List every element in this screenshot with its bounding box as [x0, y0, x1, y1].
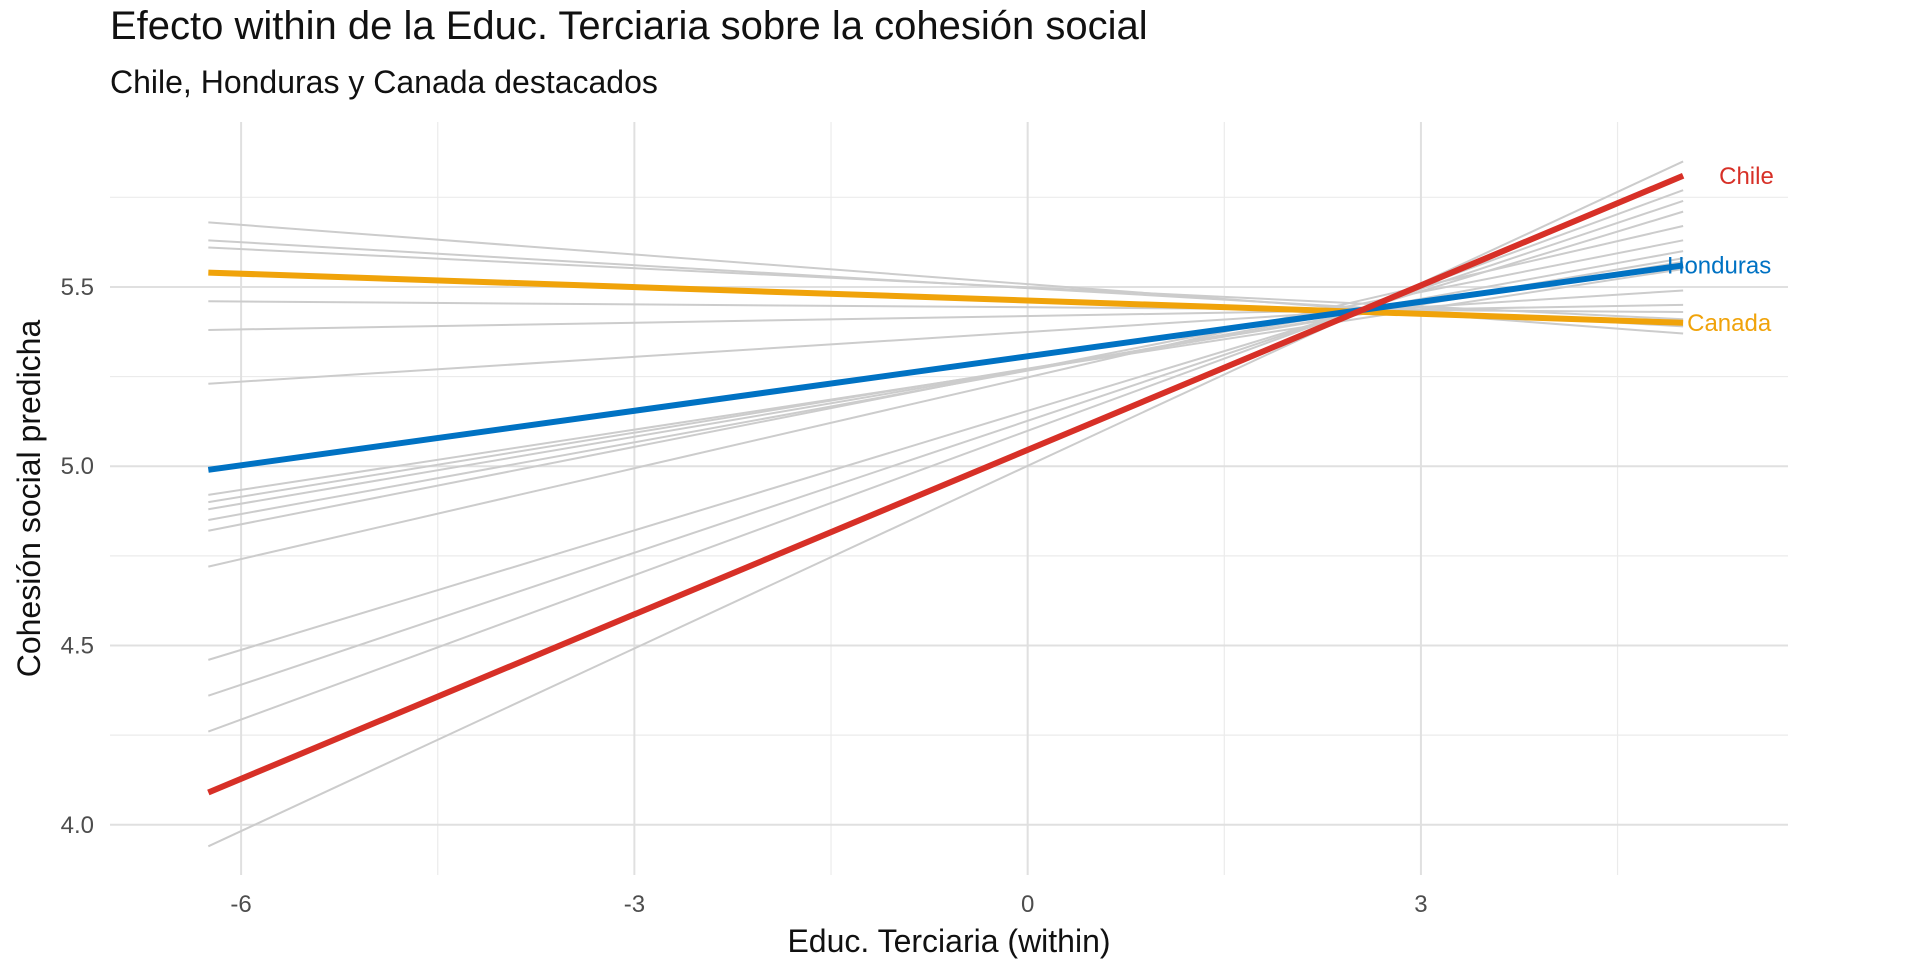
chart-subtitle: Chile, Honduras y Canada destacados [110, 64, 658, 100]
y-tick-label: 5.5 [61, 274, 94, 301]
series-label-honduras: Honduras [1667, 252, 1771, 279]
background-series-line [208, 239, 1684, 532]
series-line-chile [207, 173, 1685, 796]
y-axis-title: Cohesión social predicha [11, 320, 47, 678]
x-tick-label: -3 [624, 891, 645, 918]
series-line-canada [208, 269, 1684, 326]
series-line-honduras [207, 262, 1684, 473]
y-tick-label: 4.0 [61, 812, 94, 839]
x-tick-label: -6 [230, 891, 251, 918]
background-series-line [208, 199, 1684, 697]
x-tick-label: 0 [1021, 891, 1034, 918]
x-tick-label: 3 [1414, 891, 1427, 918]
background-series-line [207, 160, 1684, 848]
x-axis-title: Educ. Terciaria (within) [787, 923, 1110, 959]
y-tick-label: 4.5 [61, 633, 94, 660]
y-tick-label: 5.0 [61, 453, 94, 480]
series-label-canada: Canada [1687, 310, 1772, 337]
background-series-line [208, 303, 1684, 331]
series-label-chile: Chile [1719, 163, 1774, 190]
background-series-line [208, 210, 1684, 661]
chart-title: Efecto within de la Educ. Terciaria sobr… [110, 4, 1148, 48]
background-series-line [208, 300, 1684, 314]
